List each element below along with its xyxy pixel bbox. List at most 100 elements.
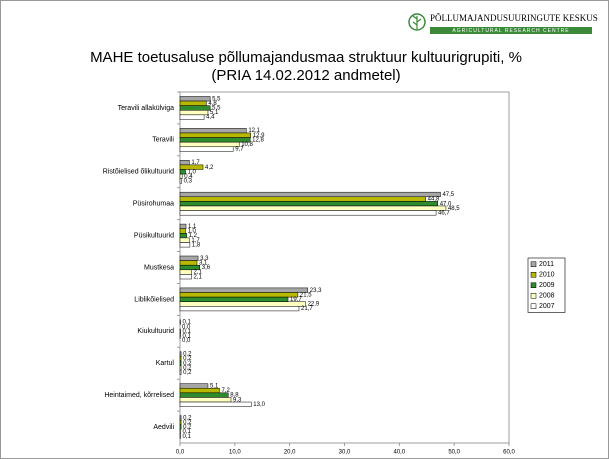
chart-title: MAHE toetusaluse põllumajandusmaa strukt… <box>90 49 522 66</box>
bar <box>179 160 190 166</box>
bar <box>179 137 251 143</box>
bar <box>179 233 187 239</box>
bar <box>179 433 181 439</box>
y-tick-label: Teravili allakülviga <box>118 105 175 112</box>
value-label: 22,9 <box>308 302 320 308</box>
y-tick-label: Kiukultuurid <box>137 328 174 335</box>
y-tick-label: Püsirohumaa <box>133 201 174 208</box>
value-label: 47,5 <box>442 192 454 198</box>
value-label: 0,2 <box>183 352 192 358</box>
value-label: 1,7 <box>191 160 200 166</box>
bar <box>179 146 234 152</box>
bar <box>179 429 181 435</box>
value-label: 0,4 <box>184 174 193 180</box>
value-label: 12,8 <box>252 137 264 143</box>
value-label: 10,8 <box>241 142 253 148</box>
x-tick-label: 40,0 <box>393 450 405 456</box>
logo-icon-leaf <box>412 15 422 29</box>
value-label: 4,4 <box>206 115 215 121</box>
value-label: 19,7 <box>290 297 302 303</box>
bar <box>179 96 211 102</box>
value-label: 4,8 <box>208 101 217 107</box>
bar <box>179 201 438 207</box>
value-label: 0,2 <box>183 361 192 367</box>
value-label: 0,2 <box>183 425 192 431</box>
value-label: 5,5 <box>212 106 221 112</box>
value-label: 0,0 <box>182 338 191 344</box>
bar <box>179 191 441 198</box>
value-label: 9,3 <box>233 397 242 403</box>
legend-label: 2008 <box>539 293 555 300</box>
bar <box>179 141 240 148</box>
value-label: 13,0 <box>253 402 265 408</box>
value-label: 12,9 <box>253 133 265 139</box>
value-label: 0,1 <box>183 329 192 335</box>
bar <box>179 356 182 362</box>
legend-label: 2010 <box>539 272 555 279</box>
bar <box>179 260 198 266</box>
bar <box>179 269 192 275</box>
value-label: 12,1 <box>248 128 260 134</box>
value-label: 1,0 <box>187 229 196 235</box>
bar <box>179 287 309 293</box>
value-label: 5,1 <box>210 384 219 390</box>
value-label: 0,1 <box>183 320 192 326</box>
x-tick-label: 0,0 <box>176 450 185 456</box>
bar <box>179 328 181 334</box>
value-label: 47,0 <box>440 201 452 207</box>
x-tick-label: 50,0 <box>448 450 460 456</box>
bar <box>179 169 186 175</box>
bar <box>179 301 306 307</box>
value-label: 4,2 <box>205 165 214 171</box>
y-tick-label: Aedvili <box>153 424 174 431</box>
bar <box>179 296 289 302</box>
bar <box>179 242 191 248</box>
bar <box>179 128 247 134</box>
legend-swatch <box>530 293 537 299</box>
value-label: 44,8 <box>428 197 440 203</box>
legend-label: 2011 <box>539 261 554 268</box>
value-label: 2,1 <box>194 270 203 276</box>
value-label: 0,1 <box>183 333 192 339</box>
bar <box>179 110 209 116</box>
bar <box>179 132 251 138</box>
bar <box>179 196 426 202</box>
value-label: 3,1 <box>199 260 208 266</box>
bar <box>179 210 437 216</box>
legend-swatch <box>530 272 537 278</box>
bar <box>179 205 447 211</box>
value-label: 0,1 <box>183 429 192 435</box>
bar <box>179 164 204 170</box>
bar <box>179 419 182 425</box>
y-tick-label: Ristõielised õlikultuurid <box>103 169 174 176</box>
legend-label: 2007 <box>539 303 555 310</box>
y-tick-label: Püsikultuurid <box>134 232 174 239</box>
org-name-en: AGRICULTURAL RESEARCH CENTRE <box>452 28 569 34</box>
value-label: 1,2 <box>189 233 198 239</box>
org-banner <box>430 27 592 34</box>
bar <box>179 274 192 280</box>
bar <box>179 100 207 106</box>
bar <box>179 387 220 394</box>
y-tick-label: Heintaimed, kõrrelised <box>104 392 174 399</box>
legend-label: 2009 <box>539 282 555 289</box>
bar <box>179 306 300 312</box>
bar <box>179 223 187 229</box>
legend-swatch <box>530 303 537 309</box>
y-tick-label: Kartul <box>156 360 175 367</box>
value-label: 3,3 <box>200 256 209 262</box>
bar <box>179 173 183 179</box>
value-label: 1,7 <box>191 238 200 244</box>
bar <box>179 383 209 389</box>
value-label: 46,7 <box>438 210 450 216</box>
bar <box>179 351 182 357</box>
org-name: PÕLLUMAJANDUSUURINGUTE KESKUS <box>430 13 598 23</box>
value-label: 0,1 <box>183 434 192 440</box>
value-label: 0,2 <box>183 415 192 421</box>
y-tick-label: Liblikõielised <box>134 296 174 303</box>
value-label: 0,0 <box>182 324 191 330</box>
value-label: 5,5 <box>212 96 221 102</box>
value-label: 0,2 <box>183 356 192 362</box>
